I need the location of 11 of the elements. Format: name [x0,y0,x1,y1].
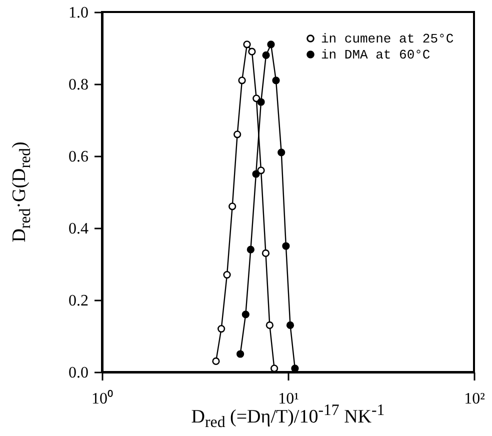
legend-label: in DMA at 60°C [321,48,430,62]
legend-label: in cumene at 25°C [321,32,454,46]
y-tick-label: 0.0 [68,364,88,382]
x-tick-label: 10² [464,390,486,408]
x-tick-label: 10¹ [278,390,300,408]
x-tick-label: 10⁰ [92,390,114,408]
y-tick-label: 0.8 [68,76,88,94]
y-tick-label: 0.4 [68,220,88,238]
y-tick-label: 1.0 [68,4,88,22]
y-tick-label: 0.2 [68,292,88,310]
y-tick-label: 0.6 [68,148,88,166]
